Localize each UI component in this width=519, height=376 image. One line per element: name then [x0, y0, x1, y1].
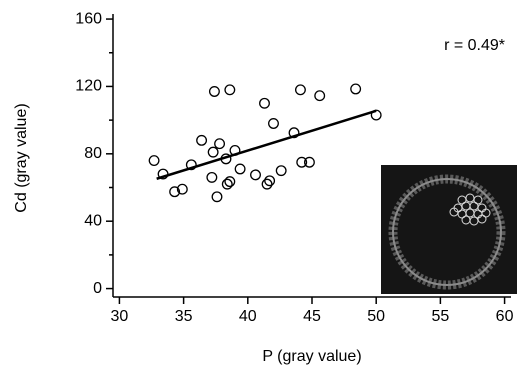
point: [225, 177, 235, 187]
point: [296, 85, 306, 95]
point: [315, 91, 325, 101]
x-tick-label: 30: [111, 308, 129, 325]
point: [269, 119, 279, 129]
x-tick-label: 60: [496, 308, 514, 325]
point: [208, 147, 218, 157]
point: [149, 156, 159, 166]
chart: r = 0.49* P (gray value) Cd (gray value)…: [0, 0, 519, 376]
point: [225, 85, 235, 95]
y-tick-label: 80: [84, 145, 102, 162]
point: [260, 98, 270, 108]
point: [210, 87, 220, 97]
y-tick-label: 0: [93, 280, 102, 297]
x-tick-label: 40: [239, 308, 257, 325]
x-axis-label: P (gray value): [262, 348, 361, 365]
y-axis-label: Cd (gray value): [13, 103, 30, 212]
y-tick-label: 160: [75, 10, 102, 27]
x-tick-label: 35: [175, 308, 193, 325]
point: [207, 173, 217, 183]
point: [251, 170, 261, 180]
point: [215, 139, 225, 149]
y-tick-label: 40: [84, 212, 102, 229]
point: [212, 192, 222, 202]
y-tick-label: 120: [75, 78, 102, 95]
inset-image: [381, 165, 517, 294]
x-tick-label: 50: [367, 308, 385, 325]
point: [235, 164, 245, 174]
point: [197, 136, 207, 146]
x-tick-label: 55: [431, 308, 449, 325]
x-tick-label: 45: [303, 308, 321, 325]
point: [222, 179, 232, 189]
point: [276, 166, 286, 176]
annotation: r = 0.49*: [444, 37, 505, 54]
point: [351, 84, 361, 94]
